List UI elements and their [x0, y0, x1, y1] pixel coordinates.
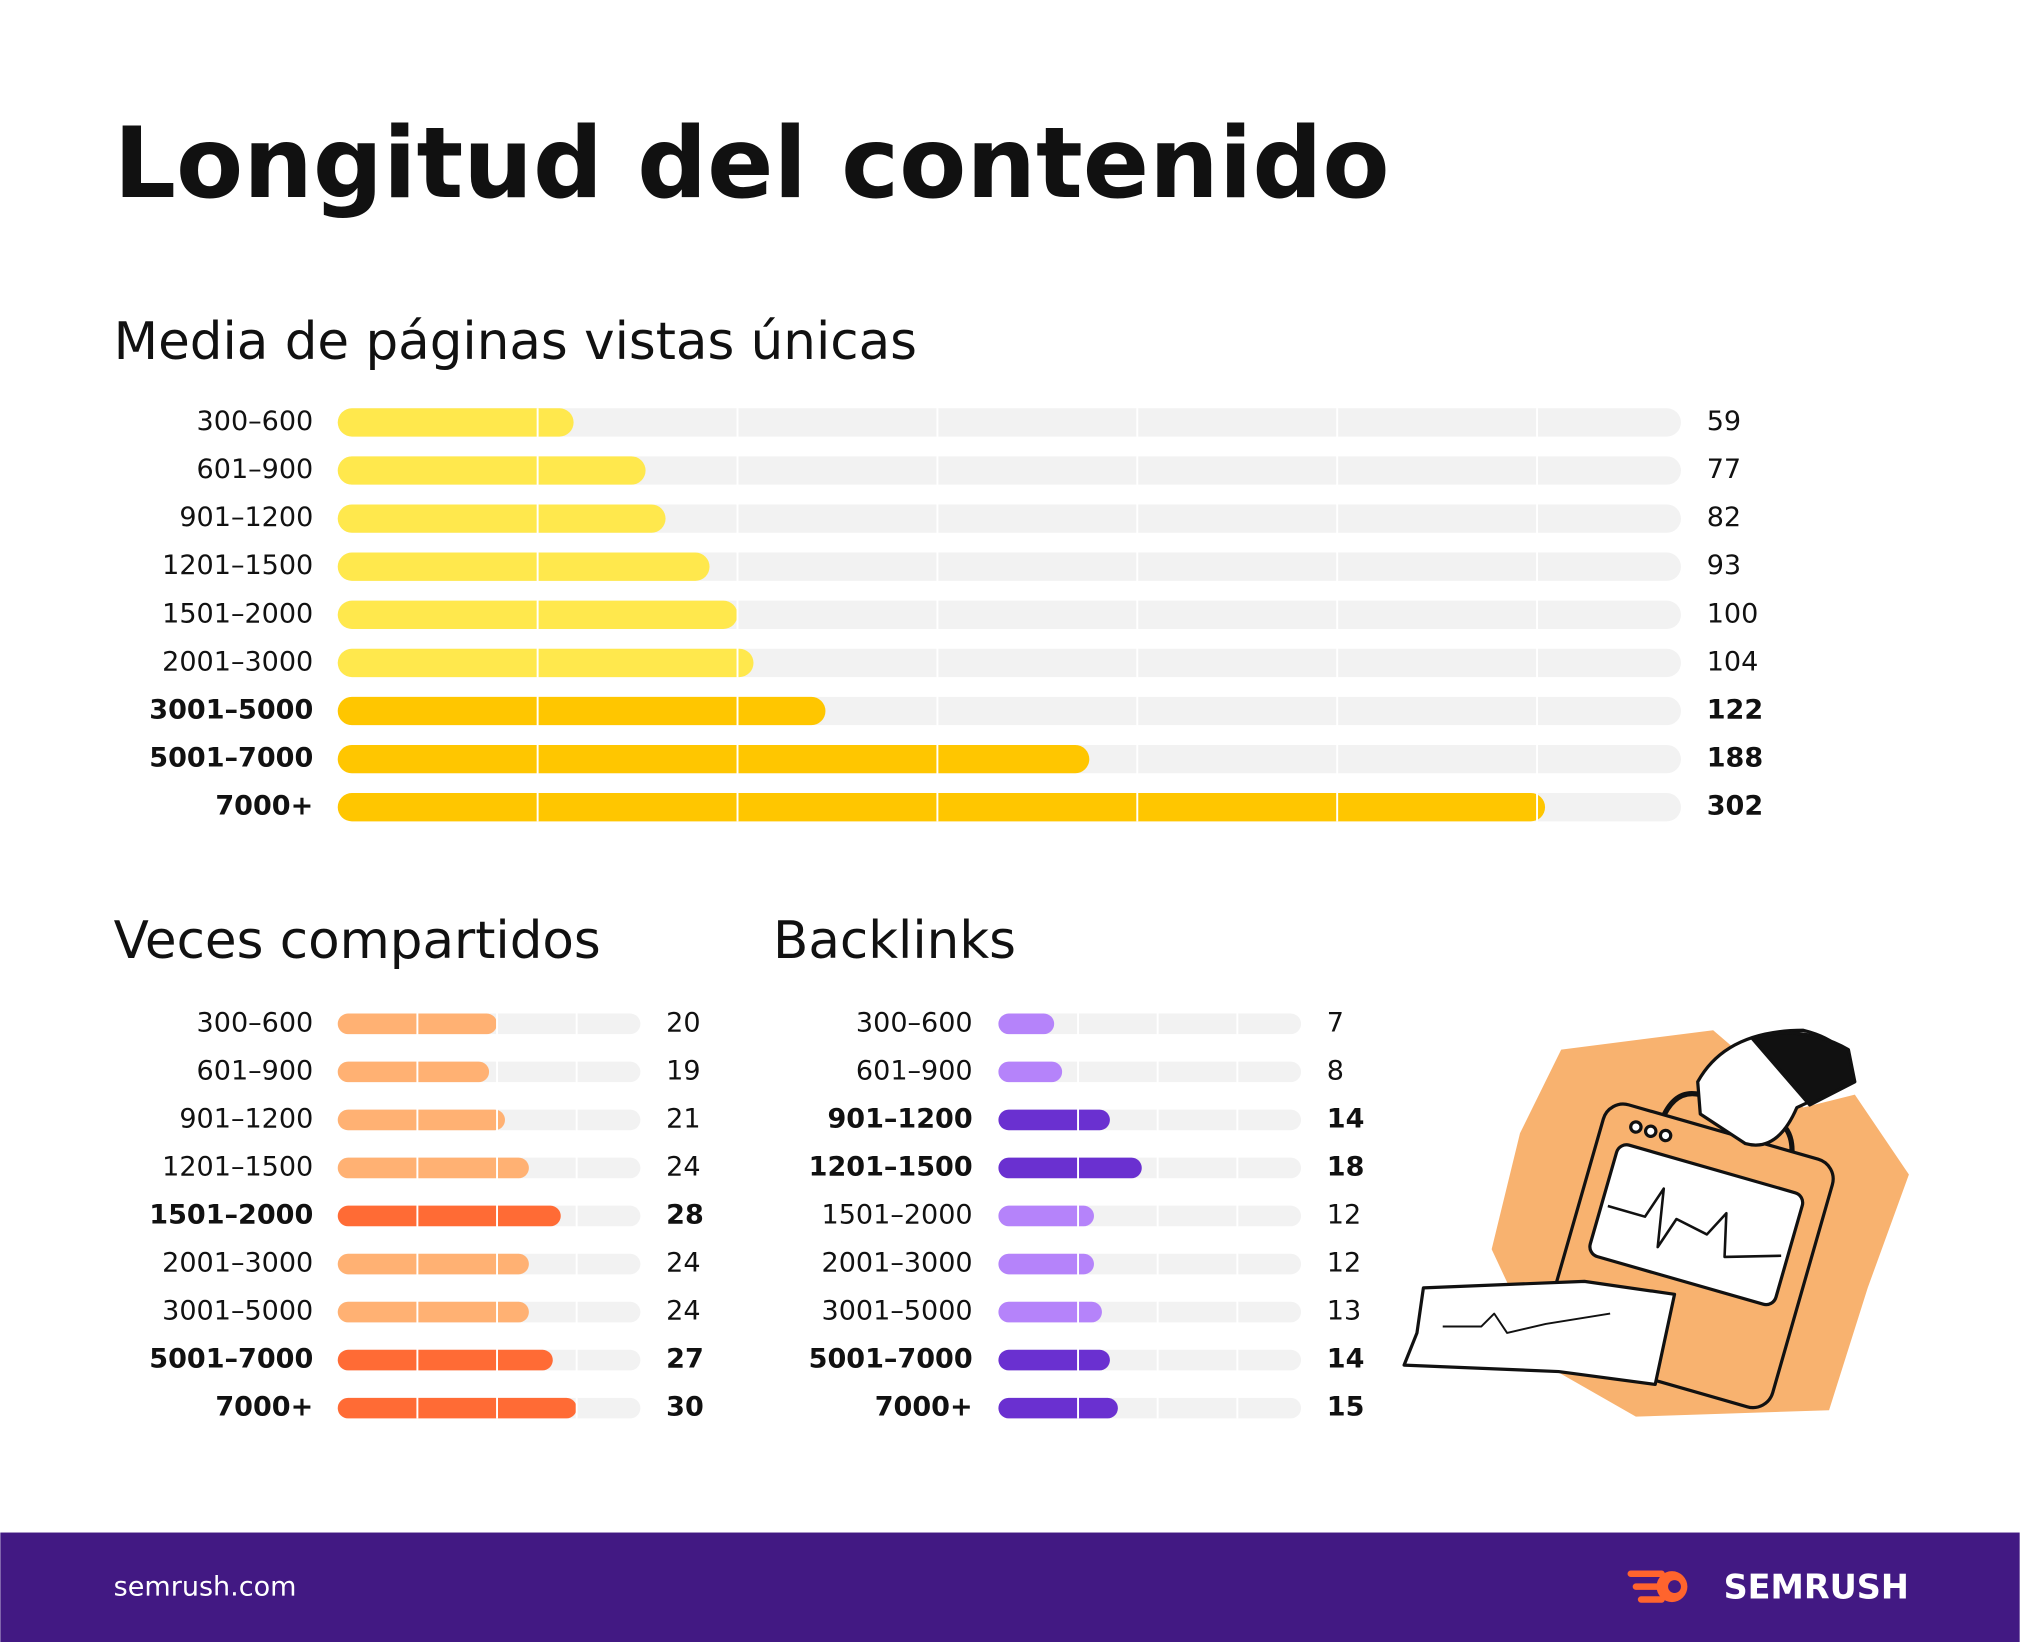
value-label: 12 [1327, 1199, 1361, 1230]
value-label: 188 [1707, 743, 1763, 774]
footer-site: semrush.com [114, 1571, 297, 1602]
value-label: 13 [1327, 1296, 1361, 1327]
category-label: 7000+ [215, 1392, 313, 1423]
bar [337, 1205, 561, 1227]
bar [998, 1253, 1094, 1275]
value-label: 19 [666, 1055, 700, 1086]
value-label: 28 [666, 1199, 704, 1230]
bar [998, 1349, 1110, 1371]
category-label: 300–600 [197, 1007, 314, 1038]
value-label: 100 [1707, 598, 1759, 629]
bar-track [337, 504, 1681, 533]
bar [998, 1397, 1118, 1419]
bar [998, 1157, 1142, 1179]
bar [998, 1109, 1110, 1131]
value-label: 7 [1327, 1007, 1344, 1038]
bar [998, 1301, 1102, 1323]
bar [337, 793, 1546, 822]
category-label: 300–600 [197, 406, 314, 437]
category-label: 1501–2000 [162, 598, 313, 629]
chart-title: Veces compartidos [114, 911, 601, 971]
category-label: 1501–2000 [149, 1199, 313, 1230]
bar [998, 1061, 1063, 1083]
bar [337, 1349, 553, 1371]
value-label: 12 [1327, 1248, 1361, 1279]
category-label: 901–1200 [179, 1103, 313, 1134]
bar [337, 1253, 529, 1275]
category-label: 601–900 [197, 454, 314, 485]
category-label: 1201–1500 [162, 550, 313, 581]
bar [337, 1061, 490, 1083]
value-label: 30 [666, 1392, 704, 1423]
category-label: 3001–5000 [162, 1296, 313, 1327]
category-label: 5001–7000 [149, 1344, 313, 1375]
bar [337, 744, 1090, 774]
chart-title: Backlinks [773, 911, 1016, 971]
category-label: 2001–3000 [162, 646, 313, 677]
bar [337, 1301, 529, 1323]
category-label: 300–600 [856, 1007, 973, 1038]
bar [998, 1205, 1094, 1227]
value-label: 77 [1707, 454, 1741, 485]
value-label: 14 [1327, 1344, 1365, 1375]
value-label: 59 [1707, 406, 1741, 437]
chart-title: Media de páginas vistas únicas [114, 312, 917, 372]
category-label: 5001–7000 [149, 743, 313, 774]
category-label: 601–900 [856, 1055, 973, 1086]
category-label: 7000+ [215, 791, 313, 822]
category-label: 1501–2000 [822, 1199, 973, 1230]
value-label: 122 [1707, 695, 1763, 726]
bar-track [998, 1061, 1302, 1083]
value-label: 27 [666, 1344, 704, 1375]
category-label: 901–1200 [827, 1103, 972, 1134]
footer-brand: SEMRUSH [1724, 1568, 1909, 1607]
category-label: 7000+ [875, 1392, 973, 1423]
value-label: 93 [1707, 550, 1741, 581]
value-label: 18 [1327, 1151, 1365, 1182]
bar [337, 552, 710, 581]
value-label: 15 [1327, 1392, 1365, 1423]
brand-logo [1627, 1570, 1688, 1603]
page-title: Longitud del contenido [114, 107, 1390, 221]
value-label: 24 [666, 1151, 700, 1182]
category-label: 1201–1500 [162, 1151, 313, 1182]
bar [337, 408, 574, 437]
bar [337, 1157, 529, 1179]
value-label: 82 [1707, 502, 1741, 533]
bar-track [337, 456, 1681, 485]
category-label: 2001–3000 [822, 1248, 973, 1279]
bar [337, 456, 646, 485]
bar [337, 1397, 577, 1419]
bar-track [337, 408, 1681, 437]
category-label: 3001–5000 [149, 695, 313, 726]
category-label: 901–1200 [179, 502, 313, 533]
bar [337, 1109, 505, 1131]
category-label: 3001–5000 [822, 1296, 973, 1327]
bar [998, 1013, 1055, 1035]
value-label: 302 [1707, 791, 1763, 822]
value-label: 14 [1327, 1103, 1365, 1134]
value-label: 21 [666, 1103, 700, 1134]
bar [337, 696, 826, 726]
value-label: 24 [666, 1296, 700, 1327]
illustration [1402, 1028, 1909, 1417]
category-label: 2001–3000 [162, 1248, 313, 1279]
value-label: 24 [666, 1248, 700, 1279]
bar [337, 648, 754, 678]
category-label: 601–900 [197, 1055, 314, 1086]
footer-bar [0, 1532, 2020, 1642]
category-label: 5001–7000 [809, 1344, 973, 1375]
category-label: 1201–1500 [809, 1151, 973, 1182]
bar-track [998, 1013, 1302, 1035]
value-label: 20 [666, 1007, 700, 1038]
value-label: 8 [1327, 1055, 1344, 1086]
bar [337, 504, 666, 533]
value-label: 104 [1707, 646, 1759, 677]
